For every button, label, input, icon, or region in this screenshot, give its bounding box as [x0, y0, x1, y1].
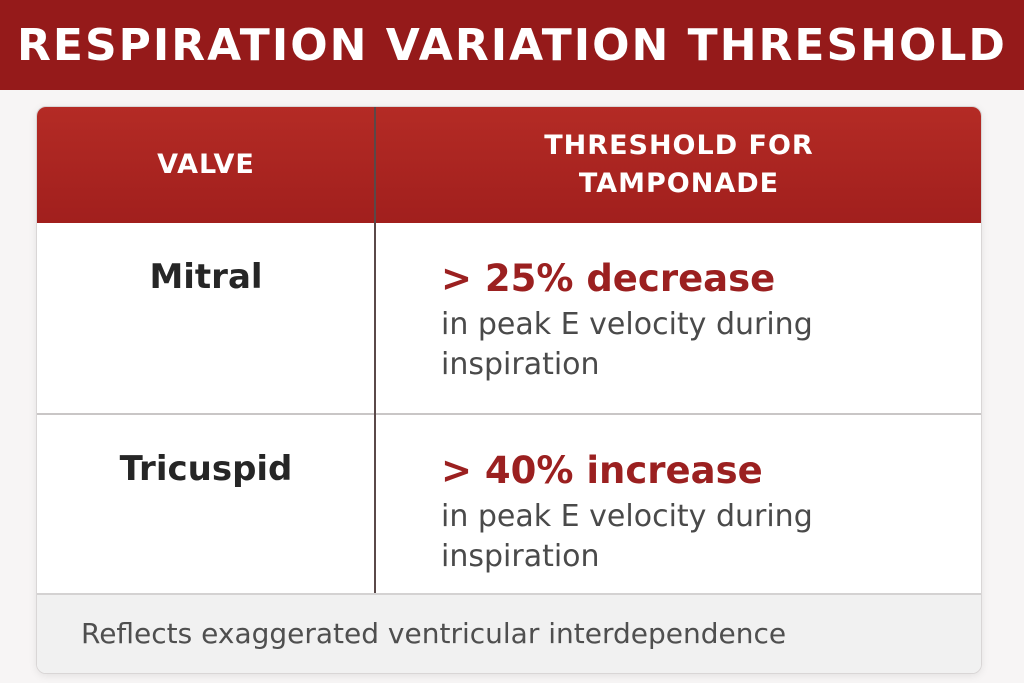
column-header-threshold: THRESHOLD FOR TAMPONADE [544, 130, 814, 199]
table-header-row: VALVE THRESHOLD FOR TAMPONADE [37, 107, 981, 223]
column-divider [374, 107, 376, 593]
valve-name-cell: Mitral [149, 257, 263, 297]
table-footer: Reflects exaggerated ventricular interde… [37, 593, 981, 673]
threshold-table: VALVE THRESHOLD FOR TAMPONADE Mitral > 2… [36, 106, 982, 674]
table-row: Mitral > 25% decrease in peak E velocity… [37, 223, 981, 413]
valve-name-cell: Tricuspid [119, 449, 293, 489]
threshold-detail: in peak E velocity during inspiration [441, 499, 813, 574]
page-title: RESPIRATION VARIATION THRESHOLD [17, 19, 1007, 71]
threshold-value: > 25% decrease [441, 257, 776, 300]
threshold-detail: in peak E velocity during inspiration [441, 307, 813, 382]
column-header-valve: VALVE [157, 149, 255, 180]
footer-note: Reflects exaggerated ventricular interde… [81, 617, 787, 650]
threshold-value: > 40% increase [441, 449, 763, 492]
title-banner: RESPIRATION VARIATION THRESHOLD [0, 0, 1024, 90]
table-row: Tricuspid > 40% increase in peak E veloc… [37, 413, 981, 593]
